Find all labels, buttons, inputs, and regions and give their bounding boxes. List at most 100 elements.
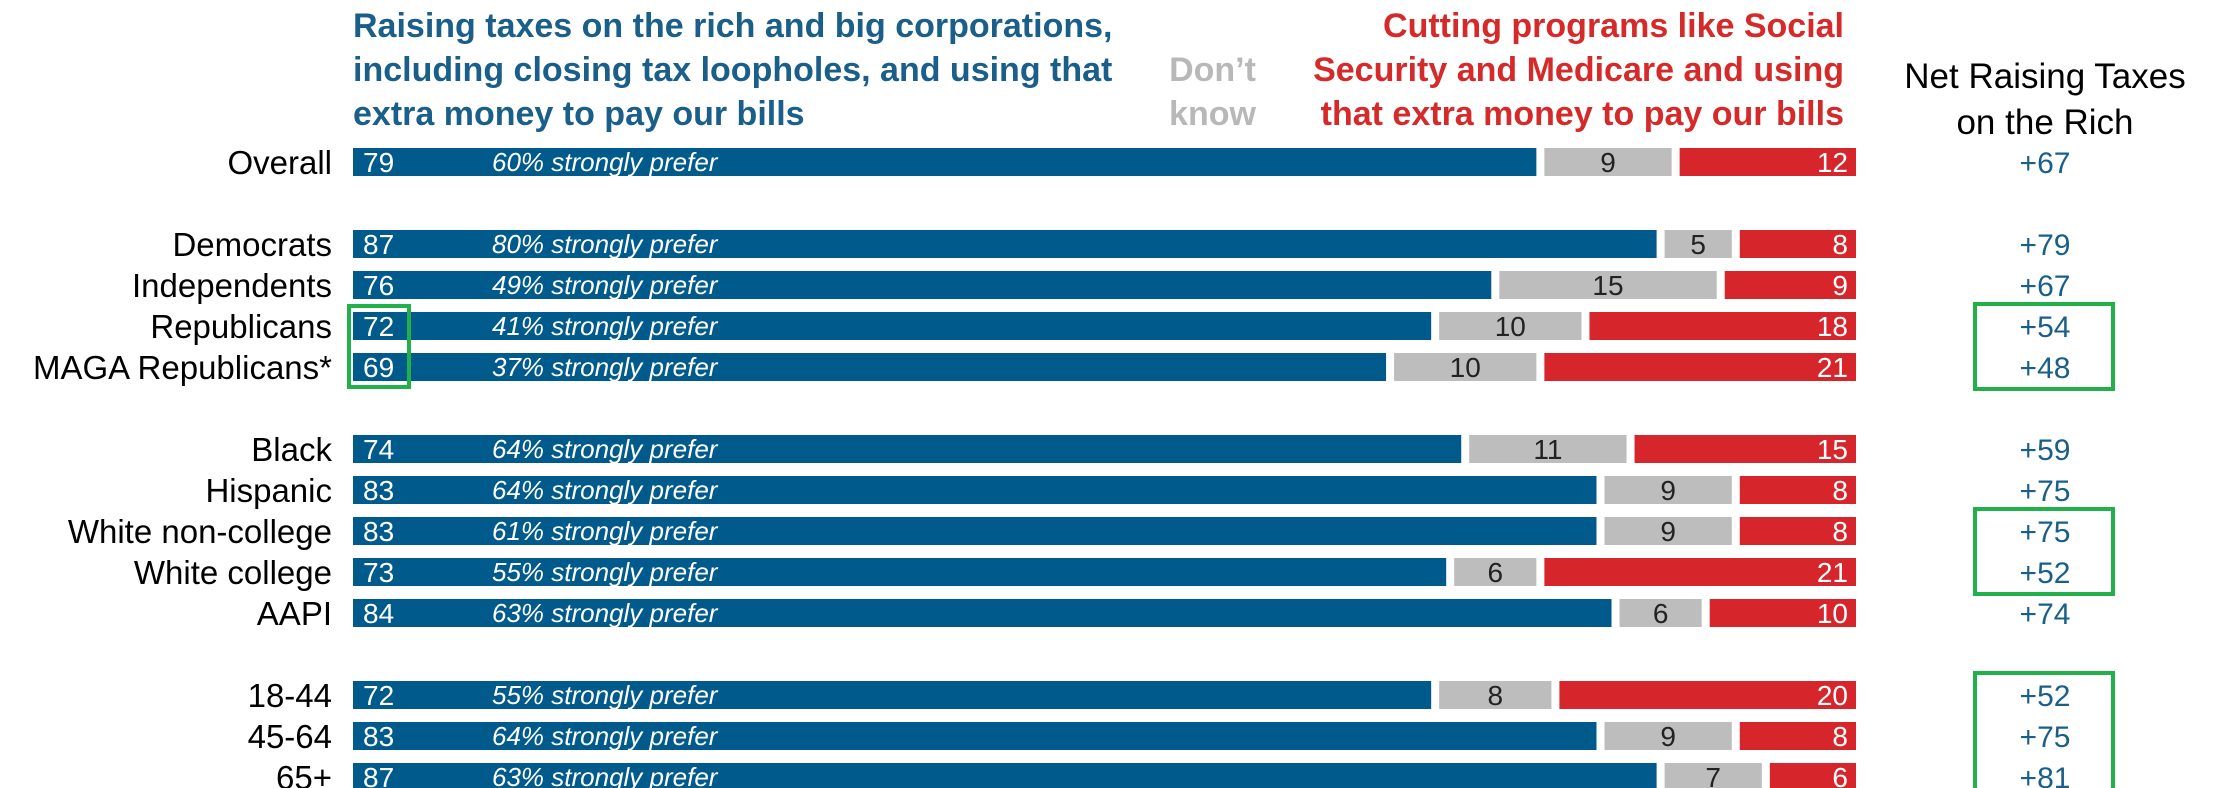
net-value-democrats: +79 bbox=[2020, 229, 2071, 262]
value-raise-republicans: 72 bbox=[363, 311, 394, 342]
bar-cut-aapi bbox=[1709, 599, 1856, 627]
bar-dont-know-65 bbox=[1664, 763, 1762, 788]
bar-raise-independents bbox=[353, 271, 1492, 299]
bar-dont-know-18-44 bbox=[1439, 681, 1552, 709]
value-cut-independents: 9 bbox=[1832, 270, 1848, 301]
header-raise-line-3: extra money to pay our bills bbox=[353, 95, 805, 133]
strongly-prefer-maga-republicans: 37% strongly prefer bbox=[492, 352, 719, 382]
value-raise-democrats: 87 bbox=[363, 229, 394, 260]
bar-raise-aapi bbox=[353, 599, 1612, 627]
value-raise-overall: 79 bbox=[363, 147, 394, 178]
row-label-republicans: Republicans bbox=[150, 308, 332, 345]
value-cut-aapi: 10 bbox=[1817, 598, 1848, 629]
value-dont-know-white-non-college: 9 bbox=[1660, 516, 1676, 547]
value-dont-know-aapi: 6 bbox=[1653, 598, 1669, 629]
header-cut-line-3: that extra money to pay our bills bbox=[1320, 95, 1844, 133]
bar-raise-hispanic bbox=[353, 476, 1597, 504]
bar-cut-overall bbox=[1679, 148, 1856, 176]
bar-cut-independents bbox=[1724, 271, 1856, 299]
value-cut-white-non-college: 8 bbox=[1832, 516, 1848, 547]
value-dont-know-65: 7 bbox=[1705, 762, 1721, 788]
net-value-hispanic: +75 bbox=[2020, 475, 2071, 508]
header-net-line-2: on the Rich bbox=[1956, 103, 2134, 142]
bar-dont-know-white-non-college bbox=[1604, 517, 1732, 545]
bar-dont-know-overall bbox=[1544, 148, 1672, 176]
strongly-prefer-hispanic: 64% strongly prefer bbox=[492, 475, 719, 505]
bar-dont-know-black bbox=[1469, 435, 1627, 463]
value-cut-white-college: 21 bbox=[1817, 557, 1848, 588]
bar-raise-65 bbox=[353, 763, 1657, 788]
strongly-prefer-black: 64% strongly prefer bbox=[492, 434, 719, 464]
row-label-65: 65+ bbox=[276, 759, 332, 788]
bar-raise-18-44 bbox=[353, 681, 1432, 709]
value-raise-independents: 76 bbox=[363, 270, 394, 301]
bar-cut-republicans bbox=[1589, 312, 1856, 340]
strongly-prefer-45-64: 64% strongly prefer bbox=[492, 721, 719, 751]
bar-dont-know-hispanic bbox=[1604, 476, 1732, 504]
row-label-democrats: Democrats bbox=[172, 226, 332, 263]
value-cut-democrats: 8 bbox=[1832, 229, 1848, 260]
strongly-prefer-white-college: 55% strongly prefer bbox=[492, 557, 719, 587]
net-value-aapi: +74 bbox=[2020, 598, 2071, 631]
strongly-prefer-white-non-college: 61% strongly prefer bbox=[492, 516, 719, 546]
net-value-republicans: +54 bbox=[2020, 311, 2071, 344]
header-cut-programs: Cutting programs like Social Security an… bbox=[1284, 4, 1844, 136]
row-label-black: Black bbox=[251, 431, 332, 468]
row-label-18-44: 18-44 bbox=[248, 677, 332, 714]
header-dont-know: Don’t know bbox=[1160, 48, 1265, 136]
row-label-white-college: White college bbox=[134, 554, 332, 591]
row-label-white-non-college: White non-college bbox=[68, 513, 332, 550]
bar-cut-democrats bbox=[1739, 230, 1856, 258]
value-raise-white-non-college: 83 bbox=[363, 516, 394, 547]
value-cut-hispanic: 8 bbox=[1832, 475, 1848, 506]
value-cut-maga-republicans: 21 bbox=[1817, 352, 1848, 383]
value-cut-black: 15 bbox=[1817, 434, 1848, 465]
row-label-aapi: AAPI bbox=[257, 595, 332, 632]
row-label-overall: Overall bbox=[227, 144, 332, 181]
row-label-hispanic: Hispanic bbox=[205, 472, 332, 509]
strongly-prefer-aapi: 63% strongly prefer bbox=[492, 598, 719, 628]
bar-raise-maga-republicans bbox=[353, 353, 1387, 381]
bar-cut-hispanic bbox=[1739, 476, 1856, 504]
bar-cut-maga-republicans bbox=[1544, 353, 1856, 381]
value-cut-overall: 12 bbox=[1817, 147, 1848, 178]
value-dont-know-18-44: 8 bbox=[1487, 680, 1503, 711]
header-raise-line-2: including closing tax loopholes, and usi… bbox=[353, 51, 1113, 89]
bar-raise-black bbox=[353, 435, 1462, 463]
bar-raise-overall bbox=[353, 148, 1537, 176]
value-dont-know-black: 11 bbox=[1533, 434, 1562, 465]
value-cut-45-64: 8 bbox=[1832, 721, 1848, 752]
bar-dont-know-maga-republicans bbox=[1394, 353, 1537, 381]
bar-cut-45-64 bbox=[1739, 722, 1856, 750]
value-dont-know-hispanic: 9 bbox=[1660, 475, 1676, 506]
highlight-box-net-3 bbox=[1973, 671, 2115, 788]
bar-dont-know-45-64 bbox=[1604, 722, 1732, 750]
bar-cut-black bbox=[1634, 435, 1856, 463]
highlight-box-net-1 bbox=[1973, 302, 2115, 391]
value-raise-black: 74 bbox=[363, 434, 394, 465]
net-value-65: +81 bbox=[2020, 762, 2071, 788]
value-raise-maga-republicans: 69 bbox=[363, 352, 394, 383]
bar-raise-republicans bbox=[353, 312, 1432, 340]
net-value-white-college: +52 bbox=[2020, 557, 2071, 590]
strongly-prefer-65: 63% strongly prefer bbox=[492, 762, 719, 788]
net-value-overall: +67 bbox=[2020, 147, 2071, 180]
net-value-45-64: +75 bbox=[2020, 721, 2071, 754]
header-cut-line-2: Security and Medicare and using bbox=[1313, 51, 1844, 89]
value-raise-45-64: 83 bbox=[363, 721, 394, 752]
highlight-box-raise-1 bbox=[347, 304, 411, 389]
highlight-box-net-2 bbox=[1973, 507, 2115, 596]
bar-raise-democrats bbox=[353, 230, 1657, 258]
row-label-45-64: 45-64 bbox=[248, 718, 332, 755]
strongly-prefer-republicans: 41% strongly prefer bbox=[492, 311, 719, 341]
net-value-maga-republicans: +48 bbox=[2020, 352, 2071, 385]
bar-cut-white-college bbox=[1544, 558, 1856, 586]
value-dont-know-independents: 15 bbox=[1592, 270, 1623, 301]
bar-dont-know-republicans bbox=[1439, 312, 1582, 340]
value-dont-know-maga-republicans: 10 bbox=[1450, 352, 1481, 383]
strongly-prefer-overall: 60% strongly prefer bbox=[492, 147, 719, 177]
value-cut-18-44: 20 bbox=[1817, 680, 1848, 711]
value-raise-hispanic: 83 bbox=[363, 475, 394, 506]
bar-cut-white-non-college bbox=[1739, 517, 1856, 545]
header-dont-know-line-2: know bbox=[1169, 95, 1256, 133]
